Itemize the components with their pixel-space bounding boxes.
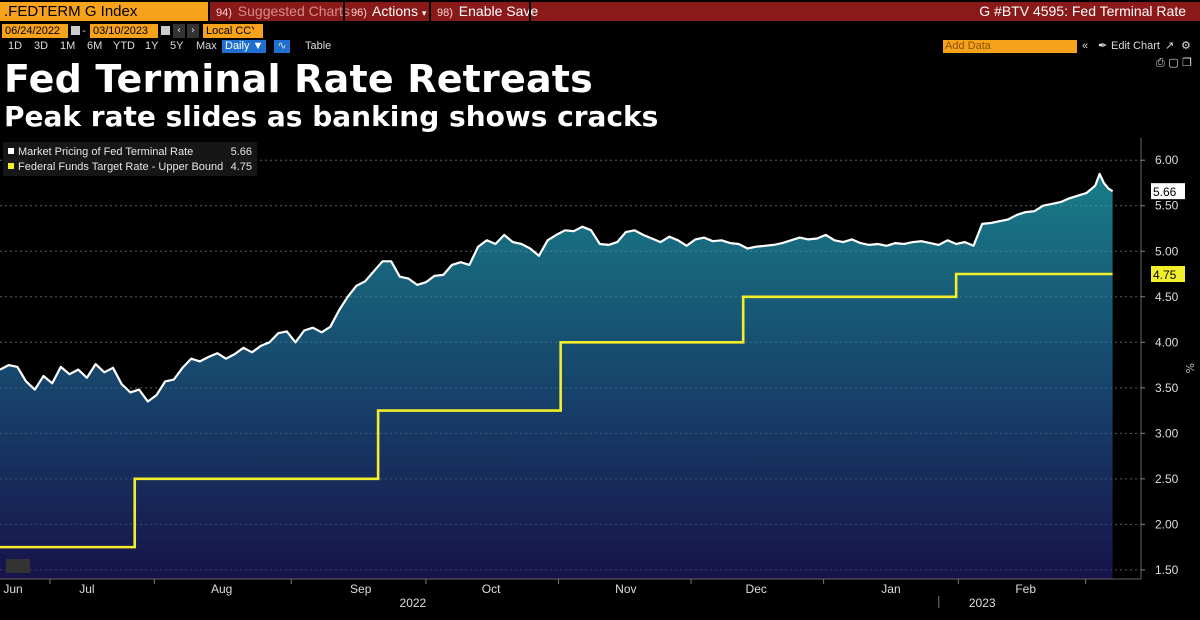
- x-month-label: Jun: [3, 582, 22, 596]
- restore-icon[interactable]: ❐: [1182, 56, 1192, 69]
- x-month-label: Jan: [881, 582, 900, 596]
- prev-arrow-icon[interactable]: ‹: [173, 24, 185, 38]
- gridlines-overlay: [0, 159, 1141, 571]
- ticker-field[interactable]: .FEDTERM G Index: [0, 2, 208, 21]
- y-axis: 1.50 2.00 2.50 3.00 3.50 4.00 4.50 5.00 5.50 6.00: [1141, 153, 1179, 577]
- chart-id-label: G #BTV 4595: Fed Terminal Rate: [979, 3, 1186, 19]
- start-date-field[interactable]: 06/24/2022: [2, 24, 68, 38]
- end-date-field[interactable]: 03/10/2023: [90, 24, 158, 38]
- range-dash: -: [82, 24, 86, 37]
- x-month-label: Feb: [1015, 582, 1036, 596]
- action-bar: 94) Suggested Charts 96) Actions ▾ 98) E…: [210, 2, 1200, 21]
- maximize-icon[interactable]: ▢: [1168, 56, 1179, 69]
- chart-canvas[interactable]: 1.50 2.00 2.50 3.00 3.50 4.00 4.50 5.00 5.50 6.00…: [0, 138, 1200, 620]
- y-unit-label: %: [1183, 363, 1196, 373]
- command-bar: .FEDTERM G Index 94) Suggested Charts 96…: [0, 0, 1200, 22]
- x-month-label: Oct: [482, 582, 501, 596]
- y-tick-label: 3.00: [1155, 426, 1179, 440]
- chart-subtitle: Peak rate slides as banking shows cracks: [4, 100, 659, 133]
- x-year-label: 2022: [400, 596, 427, 610]
- x-month-label: Nov: [615, 582, 636, 596]
- enable-save-button[interactable]: 98) Enable Save: [431, 2, 544, 21]
- divider: [343, 2, 345, 21]
- y-tick-label: 6.00: [1155, 153, 1179, 167]
- next-arrow-icon[interactable]: ›: [187, 24, 199, 38]
- period-1m[interactable]: 1M: [60, 40, 76, 52]
- y-tick-label: 4.50: [1155, 290, 1179, 304]
- last-label-target-bg: [1151, 266, 1185, 283]
- period-max[interactable]: Max: [196, 40, 217, 52]
- x-month-label: Jul: [79, 582, 94, 596]
- period-1y[interactable]: 1Y: [145, 40, 159, 52]
- y-tick-label: 2.50: [1155, 472, 1179, 486]
- y-tick-label: 1.50: [1155, 563, 1179, 577]
- currency-select[interactable]: Local CCY: [203, 24, 263, 38]
- suggested-charts-number: 94): [216, 7, 232, 19]
- legend-label-target: Federal Funds Target Rate - Upper Bound: [18, 161, 223, 173]
- date-range-bar: 06/24/2022 - 03/10/2023 ‹ › Local CCY: [0, 24, 1200, 38]
- x-month-label: Aug: [211, 582, 232, 596]
- chevron-down-icon: ▾: [421, 8, 427, 18]
- calendar-icon[interactable]: [161, 26, 170, 35]
- actions-label: Actions: [372, 3, 418, 19]
- period-bar: 1D 3D 1M 6M YTD 1Y 5Y Max Daily ▼ ∿ Tabl…: [0, 39, 1200, 54]
- divider: [529, 2, 531, 21]
- legend-swatch-terminal: [8, 148, 14, 154]
- terminal-rate-line[interactable]: [0, 172, 1114, 403]
- edit-chart-button[interactable]: Edit Chart: [1111, 40, 1160, 52]
- legend-label-terminal: Market Pricing of Fed Terminal Rate: [18, 146, 193, 158]
- legend-swatch-target: [8, 163, 14, 169]
- legend-value-terminal: 5.66: [231, 146, 252, 158]
- export-icon[interactable]: ⎙: [1155, 56, 1165, 69]
- legend-background: [3, 142, 257, 176]
- legend: Market Pricing of Fed Terminal Rate 5.66…: [3, 142, 257, 176]
- actions-number: 96): [351, 7, 367, 19]
- chevron-down-icon[interactable]: [254, 26, 263, 35]
- collapse-icon[interactable]: «: [1082, 40, 1089, 52]
- add-data-input[interactable]: Add Data: [943, 40, 1077, 53]
- window-controls: ⎙ ▢ ❐: [1156, 56, 1192, 70]
- line-chart-icon[interactable]: ∿: [274, 40, 290, 53]
- mini-chart-toggle-icon[interactable]: [6, 559, 30, 573]
- period-ytd[interactable]: YTD: [113, 40, 135, 52]
- enable-save-label: Enable Save: [458, 3, 539, 19]
- chart-title: Fed Terminal Rate Retreats: [4, 57, 593, 101]
- enable-save-number: 98): [437, 7, 453, 19]
- target-rate-line[interactable]: [0, 272, 1113, 549]
- y-tick-label: 5.50: [1155, 199, 1179, 213]
- period-5y[interactable]: 5Y: [170, 40, 184, 52]
- x-month-label: Sep: [350, 582, 372, 596]
- x-axis: Jun Jul Aug Sep Oct Nov Dec Jan Feb 2022 2023: [3, 579, 1087, 610]
- pencil-icon: ✒: [1098, 40, 1108, 52]
- settings-icon[interactable]: ⚙: [1181, 40, 1191, 52]
- suggested-charts-label: Suggested Charts: [237, 3, 350, 19]
- x-month-label: Dec: [746, 582, 767, 596]
- y-tick-label: 3.50: [1155, 381, 1179, 395]
- y-tick-label: 4.00: [1155, 335, 1179, 349]
- table-button[interactable]: Table: [305, 40, 332, 52]
- period-1d[interactable]: 1D: [8, 40, 23, 52]
- last-label-terminal-bg: [1151, 183, 1185, 200]
- y-tick-label: 2.00: [1155, 517, 1179, 531]
- last-value-labels: 5.66 4.75: [1151, 183, 1185, 283]
- last-label-target: 4.75: [1153, 268, 1177, 282]
- x-year-label: 2023: [969, 596, 996, 610]
- frequency-select[interactable]: Daily ▼: [222, 40, 267, 53]
- divider: [429, 2, 431, 21]
- actions-button[interactable]: 96) Actions ▾: [345, 2, 432, 21]
- period-6m[interactable]: 6M: [87, 40, 103, 52]
- suggested-charts-button[interactable]: 94) Suggested Charts: [210, 2, 356, 21]
- legend-value-target: 4.75: [231, 161, 252, 173]
- calendar-icon[interactable]: [71, 26, 80, 35]
- expand-icon[interactable]: ↗: [1165, 40, 1175, 52]
- y-tick-label: 5.00: [1155, 244, 1179, 258]
- period-3d[interactable]: 3D: [34, 40, 49, 52]
- last-label-terminal: 5.66: [1153, 185, 1177, 199]
